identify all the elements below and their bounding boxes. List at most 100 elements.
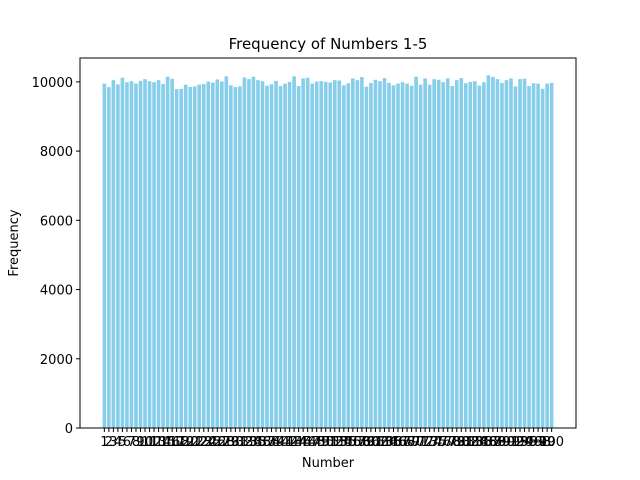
x-tick-label: 23 bbox=[195, 435, 212, 450]
x-tick-label: 84 bbox=[471, 435, 488, 450]
x-tick-label: 98 bbox=[534, 435, 551, 450]
bar bbox=[432, 79, 436, 428]
x-tick-label: 53 bbox=[331, 435, 348, 450]
x-tick-label: 57 bbox=[349, 435, 366, 450]
x-tick-label: 64 bbox=[381, 435, 398, 450]
bar bbox=[549, 82, 554, 429]
x-tick-label: 46 bbox=[299, 435, 316, 450]
x-tick-label: 60 bbox=[363, 435, 380, 450]
bar bbox=[342, 85, 346, 428]
bar bbox=[301, 78, 305, 428]
x-tick-label: 10 bbox=[137, 435, 154, 450]
bar bbox=[152, 82, 156, 429]
x-tick-label: 9 bbox=[136, 435, 144, 450]
bar bbox=[409, 85, 414, 429]
bar bbox=[504, 80, 509, 428]
chart-title: Frequency of Numbers 1-5 bbox=[229, 35, 428, 53]
x-tick-label: 99 bbox=[539, 435, 556, 450]
bar bbox=[328, 82, 333, 428]
bar bbox=[527, 86, 531, 428]
x-tick-label: 91 bbox=[503, 435, 520, 450]
bar bbox=[373, 79, 378, 429]
bar bbox=[242, 77, 247, 428]
y-tick-label: 6000 bbox=[40, 214, 73, 229]
x-tick-label: 59 bbox=[358, 435, 375, 450]
y-tick-label: 8000 bbox=[40, 145, 73, 160]
x-tick-label: 85 bbox=[476, 435, 493, 450]
x-tick-label: 42 bbox=[281, 435, 298, 450]
x-tick-label: 96 bbox=[525, 435, 542, 450]
x-tick-label: 74 bbox=[426, 435, 443, 450]
x-tick-label: 79 bbox=[448, 435, 465, 450]
bar bbox=[545, 83, 549, 428]
bar bbox=[418, 84, 423, 429]
bar bbox=[183, 84, 188, 429]
x-tick-label: 76 bbox=[435, 435, 452, 450]
x-tick-label: 1 bbox=[100, 435, 108, 450]
x-tick-label: 22 bbox=[191, 435, 208, 450]
x-tick-label: 70 bbox=[408, 435, 425, 450]
bar bbox=[107, 87, 111, 428]
x-tick-label: 88 bbox=[489, 435, 506, 450]
x-tick-label: 33 bbox=[241, 435, 258, 450]
bar bbox=[161, 83, 165, 429]
x-tick-label: 16 bbox=[164, 435, 181, 450]
x-tick-label: 18 bbox=[173, 435, 190, 450]
bar bbox=[138, 80, 143, 428]
bar bbox=[423, 78, 427, 428]
bar bbox=[296, 86, 301, 428]
bar bbox=[206, 81, 211, 429]
x-tick-label: 81 bbox=[458, 435, 475, 450]
x-tick-label: 62 bbox=[372, 435, 389, 450]
x-tick-label: 43 bbox=[286, 435, 303, 450]
x-tick-label: 97 bbox=[530, 435, 547, 450]
x-tick-label: 87 bbox=[485, 435, 502, 450]
x-tick-label: 14 bbox=[155, 435, 172, 450]
x-tick-label: 12 bbox=[146, 435, 163, 450]
bar bbox=[314, 81, 319, 429]
x-tick-label: 38 bbox=[263, 435, 280, 450]
x-tick-label: 56 bbox=[345, 435, 362, 450]
bar bbox=[513, 86, 518, 429]
bar bbox=[463, 83, 468, 428]
x-tick-label: 6 bbox=[123, 435, 131, 450]
x-tick-label: 49 bbox=[313, 435, 330, 450]
bar bbox=[238, 86, 242, 429]
x-tick-label: 90 bbox=[498, 435, 515, 450]
x-tick-label: 20 bbox=[182, 435, 199, 450]
bar bbox=[147, 81, 152, 429]
bar bbox=[305, 77, 310, 428]
bar bbox=[391, 85, 396, 428]
x-tick-label: 17 bbox=[168, 435, 185, 450]
x-tick-label: 54 bbox=[336, 435, 353, 450]
x-tick-label: 89 bbox=[494, 435, 511, 450]
x-tick-label: 29 bbox=[223, 435, 240, 450]
bar bbox=[224, 76, 229, 429]
bar bbox=[427, 84, 432, 429]
x-tick-label: 24 bbox=[200, 435, 217, 450]
bar bbox=[215, 79, 220, 429]
bar bbox=[188, 87, 193, 428]
bar bbox=[414, 76, 418, 428]
x-tick-label: 78 bbox=[444, 435, 461, 450]
bar bbox=[165, 76, 170, 428]
x-tick-label: 55 bbox=[340, 435, 357, 450]
plot-frame bbox=[79, 57, 577, 429]
x-tick-label: 11 bbox=[141, 435, 158, 450]
x-tick-label: 8 bbox=[132, 435, 140, 450]
bar bbox=[522, 78, 527, 428]
bar bbox=[441, 82, 446, 429]
x-tick-label: 2 bbox=[105, 435, 113, 450]
bar bbox=[482, 82, 486, 429]
x-tick-label: 86 bbox=[480, 435, 497, 450]
bar bbox=[247, 79, 251, 428]
bar bbox=[260, 81, 265, 429]
bar bbox=[210, 82, 215, 428]
bar bbox=[292, 76, 296, 429]
bar bbox=[396, 83, 400, 428]
x-tick-label: 48 bbox=[308, 435, 325, 450]
bar bbox=[283, 83, 287, 428]
bar bbox=[229, 85, 233, 428]
